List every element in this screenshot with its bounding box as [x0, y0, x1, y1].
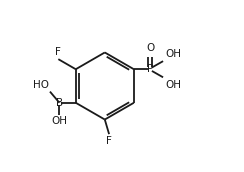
- Text: OH: OH: [51, 116, 67, 126]
- Text: F: F: [106, 136, 112, 146]
- Text: HO: HO: [33, 80, 49, 90]
- Text: B: B: [56, 98, 63, 108]
- Text: F: F: [54, 47, 61, 57]
- Text: OH: OH: [166, 49, 182, 59]
- Text: O: O: [146, 43, 154, 53]
- Text: P: P: [147, 64, 153, 74]
- Text: OH: OH: [166, 80, 182, 90]
